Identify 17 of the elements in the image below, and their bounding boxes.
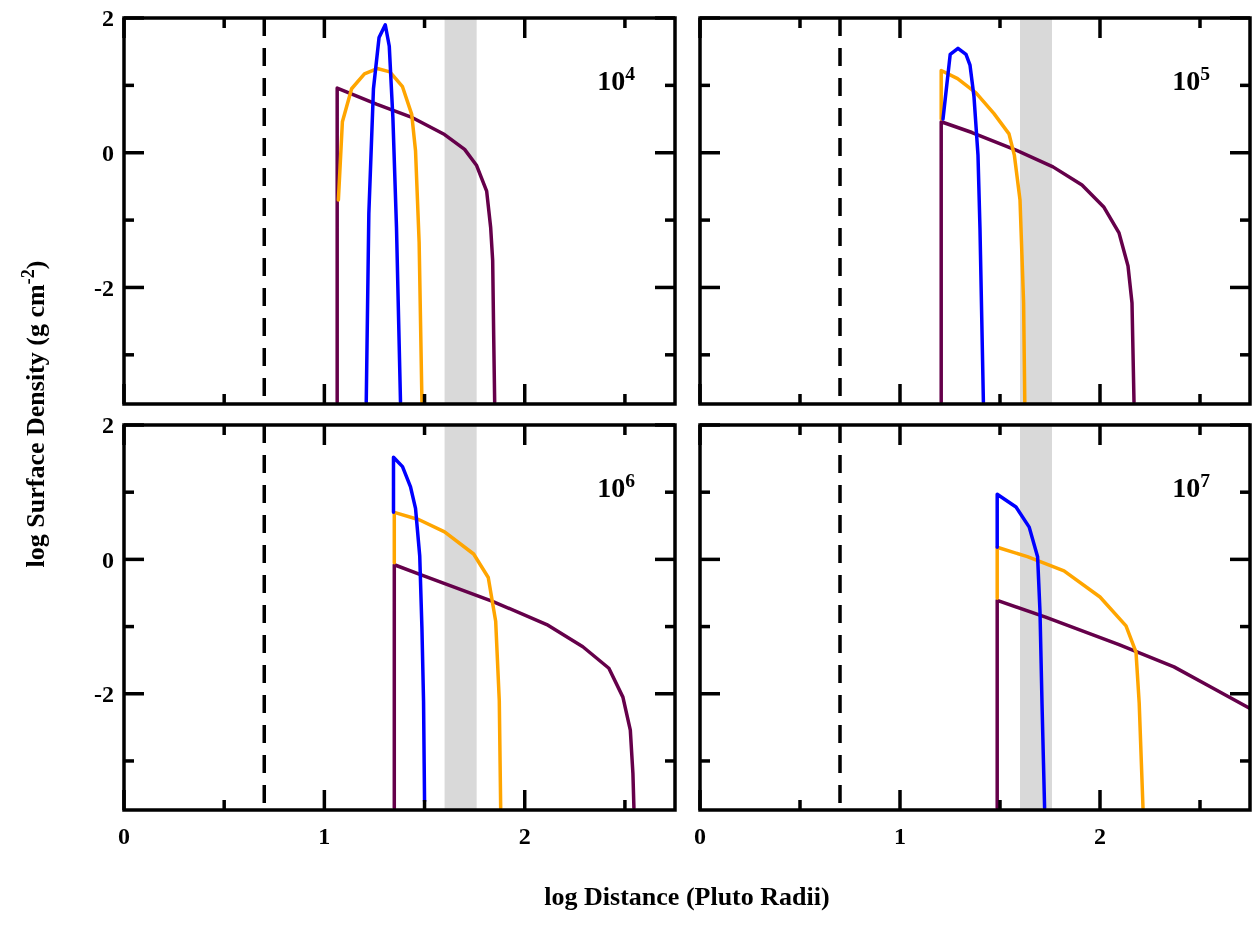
x-tick-label: 0 [118, 823, 130, 849]
y-tick-label: 0 [102, 546, 114, 573]
x-tick-label: 0 [694, 823, 706, 849]
annotation: 10$^{7}$ [1172, 469, 1211, 503]
y-tick-label: 2 [102, 5, 114, 32]
x-tick-label: 2 [1094, 823, 1106, 849]
annotation: 10$^{5}$ [1172, 62, 1211, 96]
annotation: 10$^{6}$ [597, 469, 636, 503]
annotation: 10$^{4}$ [597, 62, 636, 96]
y-tick-label: -2 [94, 274, 114, 301]
x-axis-title: log Distance (Pluto Radii) [544, 882, 830, 911]
y-tick-label: 0 [102, 140, 114, 167]
x-tick-label: 2 [518, 823, 531, 849]
y-tick-label: 2 [102, 412, 114, 439]
x-tick-label: 1 [894, 823, 906, 849]
y-tick-label: -2 [94, 681, 114, 708]
x-tick-label: 1 [318, 823, 331, 849]
